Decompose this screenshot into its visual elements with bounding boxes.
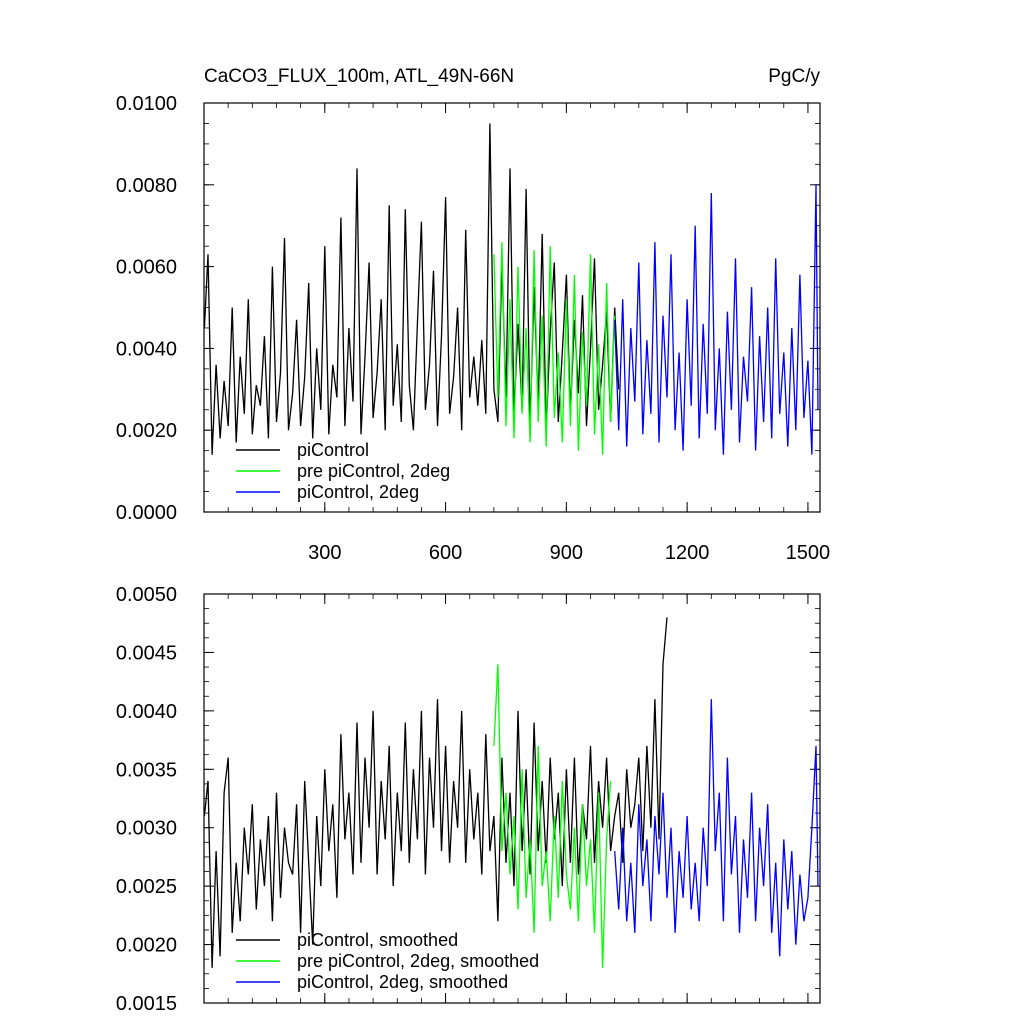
x-tick-label: 600 <box>429 542 462 564</box>
y-tick-label: 0.0025 <box>116 876 177 898</box>
units-label: PgC/y <box>768 66 820 87</box>
y-tick-label: 0.0035 <box>116 759 177 781</box>
chart-title: CaCO3_FLUX_100m, ATL_49N-66N <box>204 66 514 87</box>
top-panel: 0.0000 0.0020 0.0040 0.0060 0.0080 0.0100 300 6… <box>116 93 830 564</box>
legend-label: pre piControl, 2deg, smoothed <box>297 951 539 971</box>
series-line-picontrol <box>204 123 620 455</box>
legend-label: piControl, 2deg, smoothed <box>297 972 508 992</box>
series-line-picontrol-2deg <box>614 184 819 455</box>
legend-label: piControl, smoothed <box>297 930 458 950</box>
y-tick-label: 0.0030 <box>116 818 177 840</box>
x-tick-label: 1500 <box>786 542 831 564</box>
series-line-picontrol-smoothed <box>204 617 668 968</box>
series-line-picontrol-2deg-smoothed <box>614 699 819 957</box>
series-line-pre-picontrol-2deg <box>493 242 616 455</box>
y-tick-label: 0.0020 <box>116 420 177 442</box>
legend-label: piControl <box>297 440 369 460</box>
y-tick-label: 0.0040 <box>116 338 177 360</box>
legend-label: pre piControl, 2deg <box>297 461 450 481</box>
y-tick-label: 0.0015 <box>116 993 177 1015</box>
x-tick-label: 1200 <box>665 542 710 564</box>
y-tick-label: 0.0000 <box>116 502 177 524</box>
bottom-panel: 0.0015 0.0020 0.0025 0.0030 0.0035 0.0040 0.00… <box>116 584 821 1015</box>
legend-label: piControl, 2deg <box>297 482 419 502</box>
x-tick-label: 900 <box>550 542 583 564</box>
y-tick-label: 0.0040 <box>116 701 177 723</box>
y-tick-label: 0.0060 <box>116 257 177 279</box>
y-tick-label: 0.0050 <box>116 584 177 606</box>
y-tick-label: 0.0080 <box>116 175 177 197</box>
x-tick-label: 300 <box>308 542 341 564</box>
y-tick-label: 0.0020 <box>116 935 177 957</box>
y-tick-label: 0.0045 <box>116 642 177 664</box>
y-tick-label: 0.0100 <box>116 93 177 115</box>
series-line-pre-picontrol-2deg-smoothed <box>493 664 612 968</box>
